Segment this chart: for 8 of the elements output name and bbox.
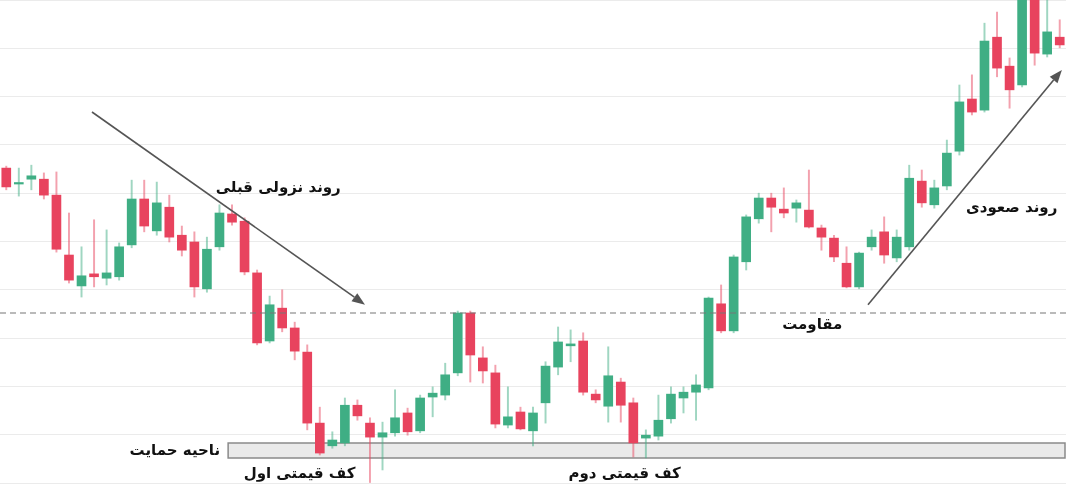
annotation: کف قیمتی اول	[243, 464, 356, 484]
candlestick	[101, 229, 112, 286]
candlestick	[13, 167, 24, 197]
annotation: روند صعودی	[965, 197, 1058, 217]
annotation: کف قیمتی دوم	[568, 464, 681, 484]
ref-line-label: مقاومت	[782, 314, 843, 334]
band-label: ناحیه حمایت	[129, 440, 221, 460]
annotation: روند نزولی قبلی	[215, 178, 341, 198]
